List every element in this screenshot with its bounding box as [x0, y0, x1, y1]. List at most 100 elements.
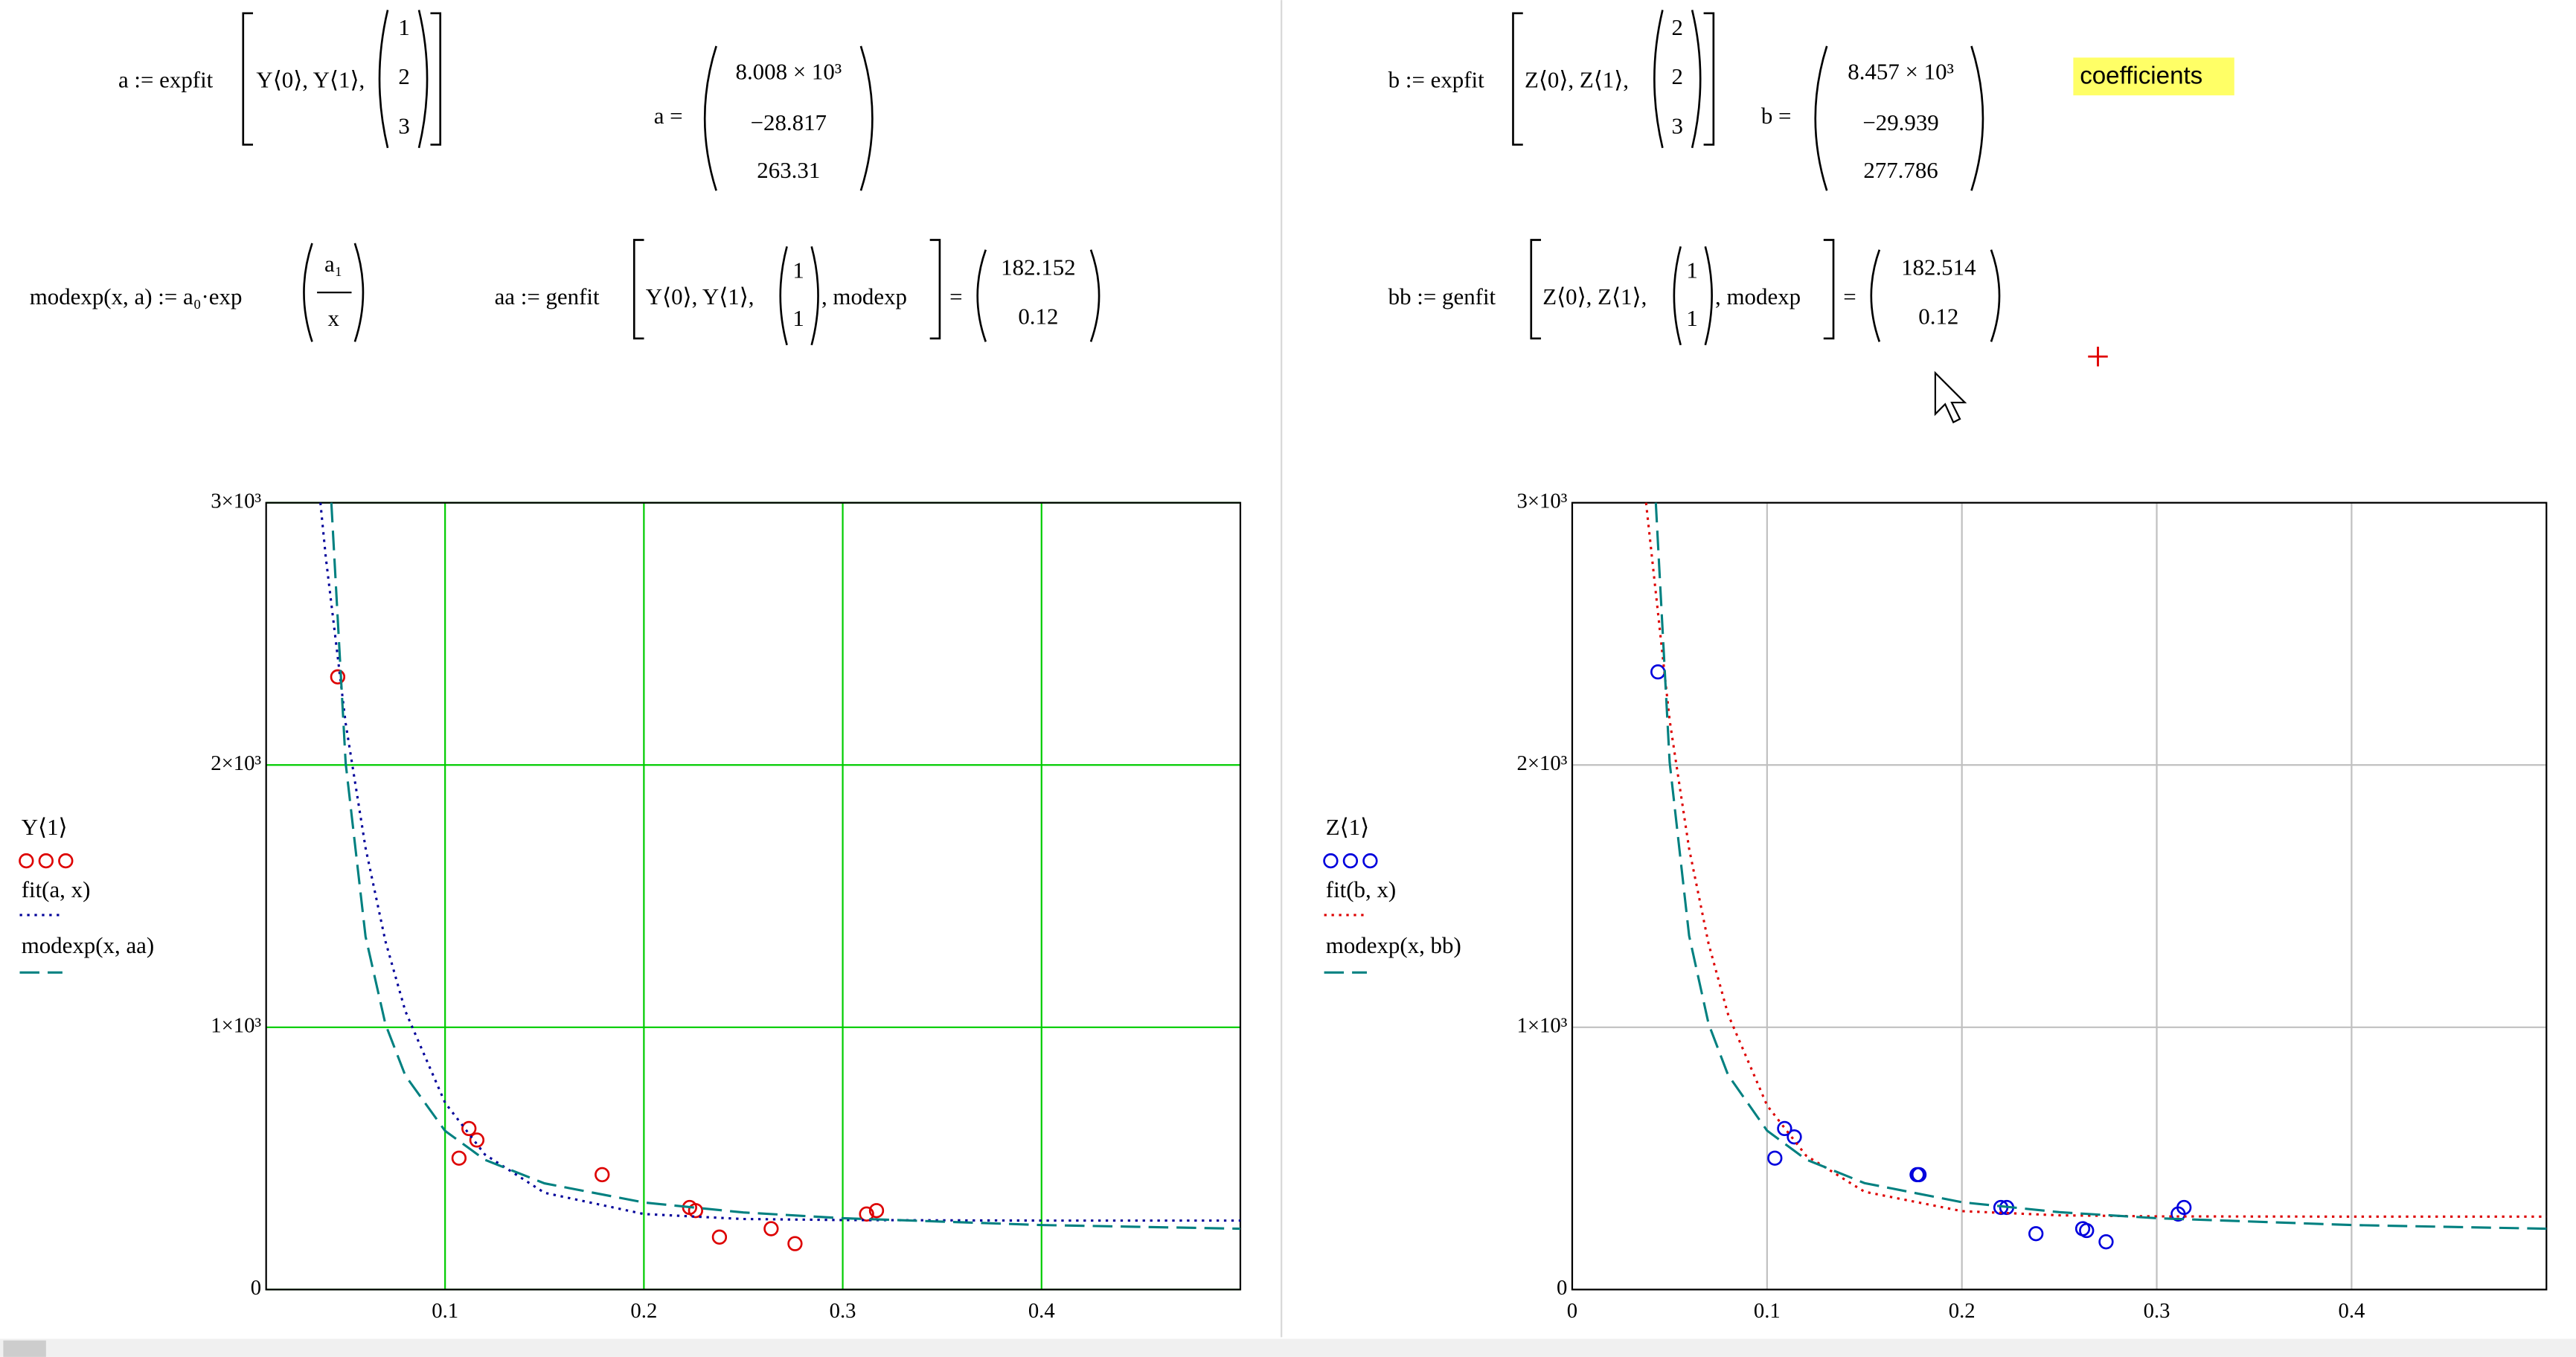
paren — [353, 243, 365, 342]
legend-label: modexp(x, bb) — [1326, 932, 1461, 958]
paren — [1673, 246, 1682, 346]
paren — [1653, 10, 1664, 149]
legend-symbol — [1323, 853, 1339, 869]
vector-entry: 0.12 — [1918, 304, 1958, 330]
formula-lhs: a := expfit — [118, 67, 214, 93]
formula-lhs: a = — [654, 103, 683, 129]
y-tick-label: 2×10³ — [1517, 751, 1568, 775]
legend-label: fit(a, x) — [22, 876, 91, 902]
data-point — [2176, 1199, 2192, 1216]
bracket — [1530, 239, 1542, 340]
data-point — [1911, 1167, 1927, 1183]
paren — [1990, 249, 2001, 342]
formula-lhs: b = — [1761, 103, 1792, 129]
data-point — [451, 1150, 467, 1166]
paren — [1970, 45, 1984, 191]
plot-frame — [1571, 501, 2548, 1291]
paren — [1089, 249, 1100, 342]
y-tick-label: 3×10³ — [1517, 489, 1568, 513]
data-point — [469, 1132, 485, 1148]
y-tick-label: 1×10³ — [211, 1013, 261, 1037]
vector-entry: −28.817 — [751, 109, 827, 135]
x-tick-label: 0.4 — [2338, 1299, 2365, 1323]
vector-entry: 8.457 × 10³ — [1848, 59, 1954, 85]
vector-entry: 1 — [1686, 305, 1697, 331]
scrollbar-thumb[interactable] — [3, 1340, 46, 1357]
formula-lhs: b := expfit — [1388, 67, 1484, 93]
y-tick-label: 1×10³ — [1517, 1013, 1568, 1037]
bracket — [430, 12, 442, 146]
vector-entry: 8.008 × 10³ — [735, 59, 842, 85]
legend-label: fit(b, x) — [1326, 876, 1396, 902]
legend-symbol — [1342, 853, 1359, 869]
fraction-num: a₁ — [324, 251, 343, 277]
note: coefficients — [2080, 62, 2202, 90]
paren — [1870, 249, 1881, 342]
bracket — [242, 12, 254, 146]
data-point — [461, 1120, 477, 1137]
note-highlight — [2073, 57, 2234, 96]
paren — [303, 243, 313, 342]
scrollbar[interactable] — [0, 1338, 2576, 1357]
x-tick-label: 0.3 — [2144, 1299, 2170, 1323]
legend-label: modexp(x, aa) — [22, 932, 155, 958]
legend-symbol — [1362, 853, 1378, 869]
vector-entry: 1 — [792, 305, 804, 331]
data-point — [2079, 1222, 2095, 1239]
vector-entry: 182.514 — [1901, 254, 1976, 280]
bracket — [1823, 239, 1835, 340]
paren — [779, 246, 788, 346]
formula-args: , modexp — [821, 283, 907, 309]
fit-line — [1644, 502, 2547, 1218]
data-point — [2028, 1226, 2044, 1242]
y-tick-label: 3×10³ — [211, 489, 261, 513]
bracket — [1703, 12, 1715, 146]
fit-line — [319, 502, 1240, 1222]
legend-label: Y⟨1⟩ — [22, 814, 68, 840]
vector-entry: 263.31 — [757, 157, 820, 183]
insertion-cross — [2088, 347, 2108, 367]
vector-entry: 3 — [1672, 112, 1683, 138]
formula-lhs: modexp(x, a) := a₀·exp — [30, 283, 243, 309]
data-point — [1777, 1120, 1792, 1137]
vector-entry: 1 — [792, 257, 804, 283]
formula-args: , modexp — [1715, 283, 1801, 309]
paren — [378, 10, 389, 149]
equals: = — [949, 283, 962, 309]
x-tick-label: 0 — [1567, 1299, 1577, 1323]
vector-entry: 182.152 — [1001, 254, 1075, 280]
x-tick-label: 0.1 — [432, 1299, 458, 1323]
equals: = — [1843, 283, 1856, 309]
vector-entry: 2 — [1672, 14, 1683, 40]
paren — [859, 45, 874, 191]
bracket — [632, 239, 644, 340]
plot-frame — [265, 501, 1242, 1291]
paren — [703, 45, 717, 191]
vector-entry: 0.12 — [1018, 304, 1058, 330]
bracket — [1512, 12, 1523, 146]
x-tick-label: 0.3 — [830, 1299, 856, 1323]
formula-args: Z⟨0⟩, Z⟨1⟩, — [1542, 283, 1647, 309]
y-tick-label: 0 — [251, 1276, 261, 1300]
mouse-cursor — [1934, 370, 1967, 424]
data-point — [1787, 1129, 1802, 1145]
formula-args: Y⟨0⟩, Y⟨1⟩, — [256, 67, 365, 93]
formula-args: Z⟨0⟩, Z⟨1⟩, — [1525, 67, 1629, 93]
formula-lhs: bb := genfit — [1388, 283, 1496, 309]
data-point — [330, 669, 346, 684]
legend-symbol — [19, 853, 34, 869]
y-tick-label: 0 — [1557, 1276, 1567, 1300]
data-point — [859, 1206, 874, 1222]
paren — [810, 246, 819, 346]
vector-entry: 1 — [398, 14, 409, 40]
x-tick-label: 0.4 — [1028, 1299, 1055, 1323]
legend-symbol — [38, 853, 54, 869]
formula-lhs: aa := genfit — [495, 283, 600, 309]
data-point — [595, 1167, 610, 1183]
x-tick-label: 0.2 — [1949, 1299, 1976, 1323]
bracket — [929, 239, 941, 340]
vector-entry: 3 — [398, 112, 409, 138]
fraction-den: x — [327, 305, 339, 331]
